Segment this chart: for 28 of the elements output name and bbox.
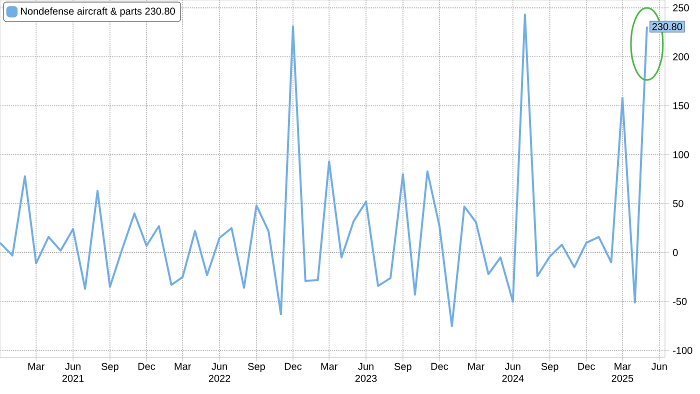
x-tick-label: Mar [28, 362, 45, 370]
y-tick-label: 50 [673, 200, 684, 208]
x-tick-label: Mar [321, 362, 338, 370]
y-tick-label: 150 [673, 102, 689, 110]
x-tick-label: Jun 2023 [355, 362, 377, 382]
x-tick-label: Dec [138, 362, 156, 370]
x-tick-label: Sep [102, 362, 118, 372]
data-label: 230.80 [652, 23, 682, 30]
y-tick-label: -50 [673, 298, 687, 306]
x-tick-label: Jun 2021 [62, 362, 84, 382]
x-tick-label: Dec [431, 362, 448, 370]
x-tick-label: Mar 2025 [612, 362, 634, 382]
x-tick-label: Sep [248, 362, 265, 372]
legend-label: Nondefense aircraft & parts 230.80 [21, 7, 175, 17]
y-tick-label: 200 [673, 53, 689, 60]
x-tick-label: Jun [651, 362, 667, 370]
x-tick-label: Dec [578, 362, 595, 370]
x-tick-label: Dec [284, 362, 302, 370]
x-tick-label: Mar [174, 362, 192, 370]
y-tick-label: 100 [673, 151, 689, 158]
y-tick-label: 250 [673, 4, 689, 12]
x-tick-label: Sep [394, 362, 412, 372]
x-tick-label: Sep [541, 362, 558, 372]
x-tick-label: Jun 2022 [208, 362, 230, 382]
y-tick-label: 0 [673, 249, 678, 256]
y-tick-label: -100 [673, 346, 692, 354]
x-tick-label: Jun 2024 [502, 362, 524, 382]
x-tick-label: Mar [468, 362, 484, 370]
